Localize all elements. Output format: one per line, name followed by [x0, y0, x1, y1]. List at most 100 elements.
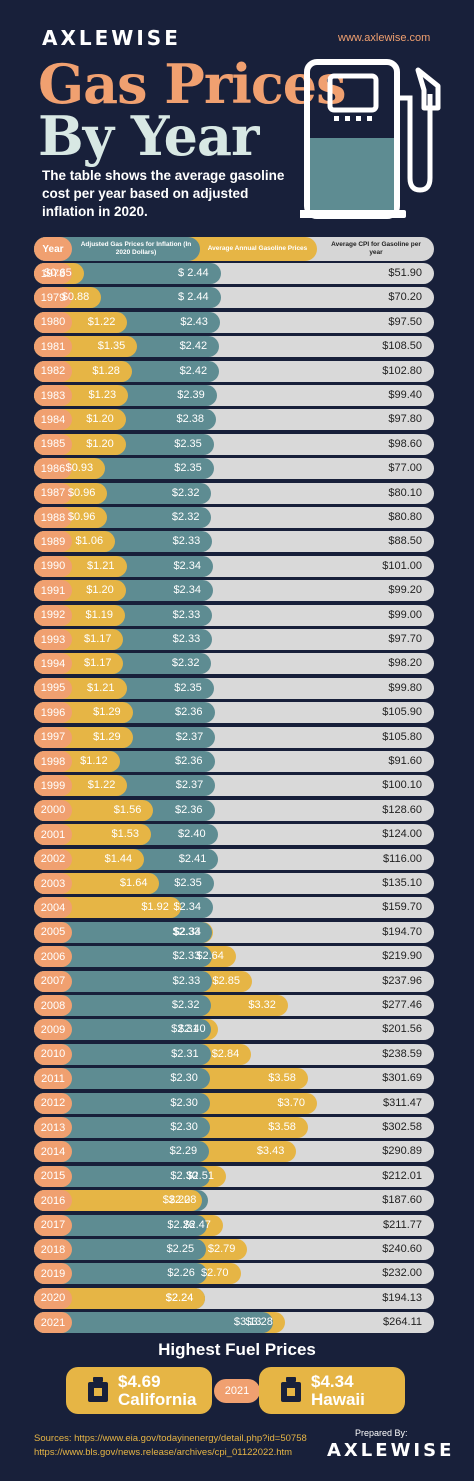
cpi-label: $264.11	[383, 1316, 422, 1329]
adjusted-price-label: $1.29	[93, 706, 121, 719]
table-row: 2016 $2.20 $2.28 $187.60	[34, 1190, 434, 1212]
year-label: 1992	[34, 604, 72, 626]
year-label: 2001	[34, 824, 72, 846]
cpi-label: $99.20	[388, 584, 422, 597]
cpi-label: $194.70	[382, 925, 422, 938]
cpi-label: $116.00	[383, 852, 422, 865]
adjusted-price-label: $1.20	[86, 413, 114, 426]
cpi-label: $301.69	[382, 1072, 422, 1085]
average-price-label: $2.24	[165, 1291, 194, 1304]
year-label: 2012	[34, 1092, 72, 1114]
average-price-label: $2.34	[173, 901, 201, 914]
average-price-label: $2.33	[172, 950, 201, 963]
year-label: 1987	[34, 482, 72, 504]
cpi-label: $100.10	[382, 779, 422, 792]
table-row: 1998 $1.12 $2.36 $91.60	[34, 751, 434, 772]
year-label: 1981	[34, 336, 72, 358]
adjusted-price-label: $2.70	[200, 1267, 229, 1280]
website-link[interactable]: www.axlewise.com	[338, 32, 431, 44]
source-link-bls[interactable]: https://www.bls.gov/news.release/archive…	[34, 1447, 293, 1458]
table-row: 1979 $0.88 $ 2.44 $70.20	[34, 287, 434, 309]
cpi-label: $212.01	[382, 1169, 422, 1182]
table-row: 2001 $1.53 $2.40 $124.00	[34, 824, 434, 846]
adjusted-price-label: $2.34	[173, 925, 201, 938]
adjusted-price-label: $1.35	[97, 340, 126, 353]
table-row: 1997 $1.29 $2.37 $105.80	[34, 726, 434, 748]
table-row: 2008 $3.32 $2.32 $277.46	[34, 995, 434, 1016]
adjusted-price-label: $1.12	[80, 755, 108, 767]
table-row: 1988 $0.96 $2.32 $80.80	[34, 507, 434, 528]
highest-year-badge: 2021	[214, 1379, 260, 1403]
year-label: 1983	[34, 385, 72, 406]
average-price-bar	[34, 1068, 210, 1090]
table-row: 2007 $2.85 $2.33 $237.96	[34, 970, 434, 992]
cpi-label: $290.89	[382, 1145, 422, 1158]
adjusted-price-label: $1.92	[141, 901, 169, 914]
adjusted-price-label: $1.21	[87, 681, 115, 694]
year-label: 1999	[34, 775, 72, 797]
adjusted-price-label: $2.64	[196, 950, 224, 963]
adjusted-price-label: $0.65	[44, 267, 72, 279]
highest-prices-title: Highest Fuel Prices	[158, 1340, 316, 1359]
cpi-label: $102.80	[382, 364, 422, 377]
cpi-label: $98.60	[388, 437, 422, 450]
average-price-label: $2.28	[168, 1194, 197, 1207]
table-row: 2002 $1.44 $2.41 $116.00	[34, 848, 434, 870]
cpi-label: $99.00	[388, 608, 422, 621]
header-year: Year	[34, 237, 72, 261]
california-price: $4.69	[118, 1372, 161, 1391]
year-label: 2000	[34, 799, 72, 821]
source-link-eia[interactable]: Sources: https://www.eia.gov/todayinener…	[34, 1433, 307, 1444]
average-price-label: $2.42	[179, 340, 208, 353]
average-price-label: $2.41	[178, 852, 207, 865]
average-price-bar	[34, 970, 213, 992]
cpi-label: $240.60	[382, 1243, 422, 1255]
average-price-label: $2.30	[170, 1072, 198, 1085]
average-price-bar	[34, 1165, 210, 1187]
year-label: 2010	[34, 1043, 72, 1065]
average-price-label: $2.36	[174, 803, 203, 816]
table-row: 2011 $3.58 $2.30 $301.69	[34, 1068, 434, 1090]
adjusted-price-label: $1.29	[93, 730, 121, 743]
average-price-label: $2.33	[172, 633, 201, 645]
table-row: 1991 $1.20 $2.34 $99.20	[34, 580, 434, 602]
year-label: 1982	[34, 360, 72, 382]
table-row: 1987 $0.96 $2.32 $80.10	[34, 482, 434, 504]
cpi-label: $232.00	[382, 1267, 422, 1280]
table-row: 1986 $0.93 $2.35 $77.00	[34, 458, 434, 480]
adjusted-price-label: $3.58	[268, 1072, 296, 1085]
average-price-label: $ 2.44	[178, 267, 209, 279]
cpi-label: $201.56	[382, 1023, 422, 1036]
year-label: 2008	[34, 995, 72, 1016]
year-label: 2017	[34, 1214, 72, 1236]
average-price-label: $2.31	[171, 1047, 199, 1060]
cpi-label: $219.90	[382, 950, 422, 963]
average-price-label: $2.39	[177, 389, 205, 401]
cpi-label: $128.60	[382, 803, 422, 816]
highest-price-card-california: $4.69 California	[66, 1367, 212, 1414]
average-price-label: $2.33	[172, 608, 201, 621]
adjusted-price-label: $2.79	[207, 1243, 236, 1255]
average-price-label: $2.30	[170, 1096, 198, 1109]
table-row: 2021 $3.28 $3.13 $264.11	[34, 1312, 434, 1334]
adjusted-price-label: $1.56	[113, 803, 142, 816]
average-price-label: $2.43	[180, 315, 208, 328]
year-label: 2002	[34, 848, 72, 870]
cpi-label: $51.90	[388, 267, 422, 279]
average-price-label: $2.32	[171, 999, 200, 1011]
average-price-label: $3.13	[233, 1316, 262, 1329]
adjusted-price-label: $0.96	[67, 511, 96, 523]
cpi-label: $97.70	[388, 633, 422, 645]
year-label: 2019	[34, 1263, 72, 1285]
year-label: 2006	[34, 946, 72, 968]
brand-logo-bottom: AXLEWISE	[327, 1440, 455, 1461]
average-price-label: $2.35	[174, 462, 202, 475]
table-row: 1985 $1.20 $2.35 $98.60	[34, 433, 434, 455]
year-label: 1993	[34, 629, 72, 650]
table-row: 1984 $1.20 $2.38 $97.80	[34, 409, 434, 431]
average-price-label: $2.33	[172, 925, 201, 938]
hawaii-price: $4.34	[311, 1372, 354, 1391]
year-label: 1985	[34, 433, 72, 455]
adjusted-price-label: $1.22	[87, 779, 116, 792]
cpi-label: $101.00	[382, 559, 422, 572]
